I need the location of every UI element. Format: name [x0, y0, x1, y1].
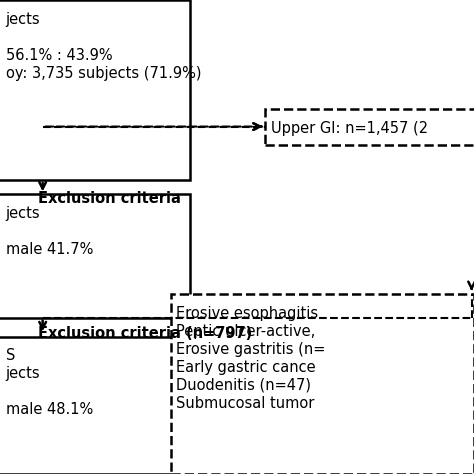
Bar [0, 337, 190, 474]
Text: jects: jects [6, 206, 40, 221]
Bar [0, 0, 190, 180]
Text: Exclusion criteria: Exclusion criteria [38, 191, 181, 206]
Text: Upper GI: n=1,457 (2: Upper GI: n=1,457 (2 [271, 121, 428, 136]
Text: Erosive gastritis (n=: Erosive gastritis (n= [176, 342, 326, 357]
Text: male 48.1%: male 48.1% [6, 402, 93, 418]
Text: Duodenitis (n=47): Duodenitis (n=47) [176, 378, 311, 393]
Text: Submucosal tumor: Submucosal tumor [176, 396, 315, 411]
Text: male 41.7%: male 41.7% [6, 242, 93, 257]
Text: oy: 3,735 subjects (71.9%): oy: 3,735 subjects (71.9%) [6, 66, 201, 81]
Bar [265, 109, 474, 145]
Text: Exclusion criteria (n=797): Exclusion criteria (n=797) [38, 326, 252, 341]
Text: Erosive esophagitis: Erosive esophagitis [176, 306, 319, 321]
Text: 56.1% : 43.9%: 56.1% : 43.9% [6, 48, 112, 63]
Bar [0, 194, 190, 318]
Text: S: S [6, 348, 15, 364]
Bar [171, 294, 474, 474]
Text: jects: jects [6, 366, 40, 382]
Text: Early gastric cance: Early gastric cance [176, 360, 316, 375]
Text: jects: jects [6, 12, 40, 27]
Text: Peptic ulcer-active,: Peptic ulcer-active, [176, 324, 316, 339]
